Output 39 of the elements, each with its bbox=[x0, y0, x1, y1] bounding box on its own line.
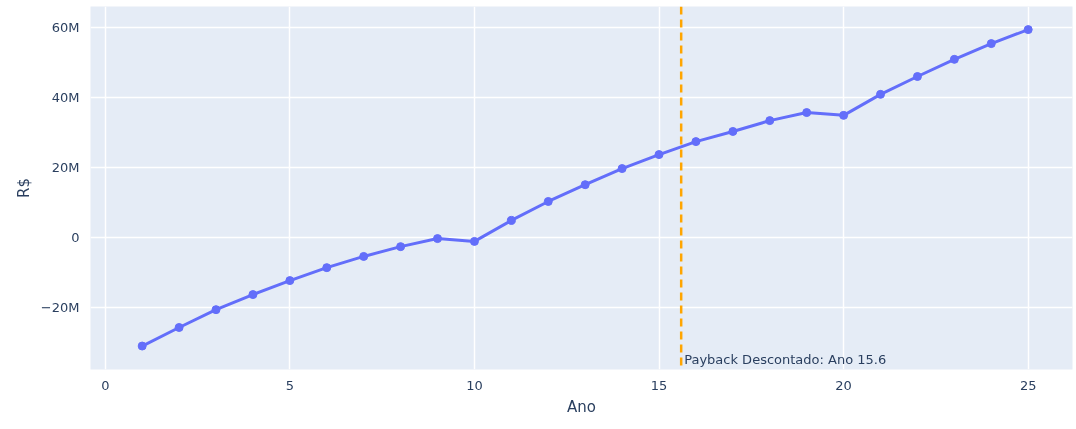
point bbox=[912, 72, 922, 81]
x-tick-label: 5 bbox=[285, 377, 294, 393]
point bbox=[174, 323, 184, 332]
point bbox=[617, 164, 627, 174]
point bbox=[691, 137, 701, 147]
ref-line-label: Payback Descontado: Ano 15.6 bbox=[684, 351, 887, 367]
point bbox=[137, 341, 147, 351]
point bbox=[949, 54, 959, 64]
point bbox=[322, 263, 332, 273]
x-tick-label: 0 bbox=[101, 377, 110, 393]
point bbox=[469, 236, 479, 246]
x-tick-label: 20 bbox=[835, 377, 852, 393]
y-tick-label: 40M bbox=[51, 90, 80, 106]
x-axis-title: Ano bbox=[567, 397, 596, 416]
point bbox=[802, 108, 812, 118]
point bbox=[285, 276, 295, 286]
point bbox=[580, 180, 590, 190]
y-tick-label: −20M bbox=[40, 300, 80, 316]
y-tick-label: 0 bbox=[71, 230, 80, 246]
x-tick-label: 15 bbox=[650, 377, 668, 393]
y-axis-title: R$ bbox=[14, 178, 33, 198]
point bbox=[876, 89, 886, 99]
point bbox=[728, 126, 738, 136]
y-tick-label: 60M bbox=[51, 20, 80, 35]
point bbox=[396, 242, 406, 252]
point bbox=[986, 39, 996, 49]
point bbox=[654, 150, 664, 160]
point bbox=[248, 290, 258, 300]
point bbox=[211, 305, 221, 315]
point bbox=[359, 251, 369, 261]
point bbox=[433, 234, 443, 244]
point bbox=[506, 215, 516, 225]
y-tick-label: 20M bbox=[51, 160, 80, 176]
point bbox=[543, 196, 553, 206]
point bbox=[765, 116, 775, 126]
x-tick-label: 10 bbox=[466, 377, 483, 393]
x-tick-label: 25 bbox=[1019, 377, 1037, 393]
point bbox=[839, 110, 849, 120]
point bbox=[1023, 25, 1033, 35]
